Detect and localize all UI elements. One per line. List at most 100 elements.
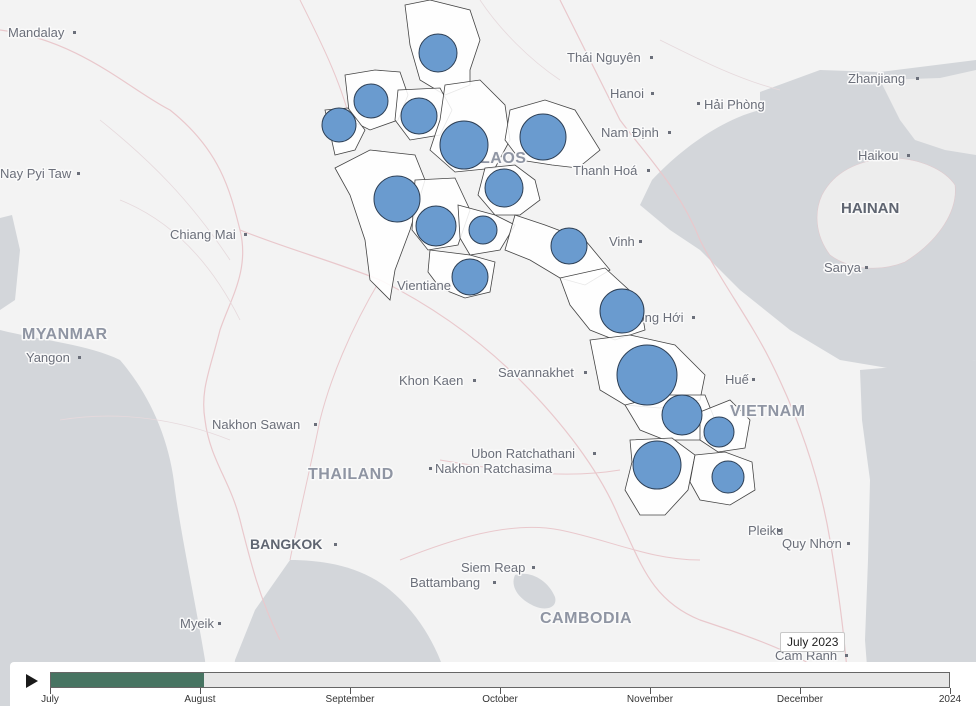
place-label: Yangon xyxy=(26,350,70,365)
bubble-sekong[interactable] xyxy=(703,416,735,448)
timeline-tick-label[interactable]: July xyxy=(41,694,59,705)
place-dot xyxy=(493,581,496,584)
place-label: Myeik xyxy=(180,616,214,631)
timeline-progress xyxy=(51,673,204,687)
place-dot xyxy=(314,423,317,426)
bubble-khammouane[interactable] xyxy=(599,288,645,334)
place-label: Huế xyxy=(725,372,750,387)
place-label: Thái Nguyên xyxy=(567,50,641,65)
place-dot xyxy=(334,543,337,546)
timeline-track[interactable] xyxy=(50,672,950,688)
place-dot xyxy=(78,356,81,359)
place-label: Vinh xyxy=(609,234,635,249)
timeline-tick xyxy=(200,688,201,694)
place-label: Ubon Ratchathani xyxy=(471,446,575,461)
sea-areas xyxy=(0,60,976,706)
place-label: Quy Nhơn xyxy=(782,536,842,551)
place-label: Savannakhet xyxy=(498,365,574,380)
place-label: Khon Kaen xyxy=(399,373,463,388)
country-label: LAOS xyxy=(480,150,526,167)
current-date-label: July 2023 xyxy=(780,632,846,652)
place-dot xyxy=(244,233,247,236)
bubble-vientiane[interactable] xyxy=(415,205,457,247)
south-china-sea xyxy=(860,360,976,706)
place-dot xyxy=(532,566,535,569)
bubble-attapeu[interactable] xyxy=(711,460,745,494)
timeline-tick-label[interactable]: September xyxy=(325,694,375,705)
bubble-phongsaly[interactable] xyxy=(418,33,458,73)
place-dot xyxy=(584,371,587,374)
country-label: HAINAN xyxy=(841,200,899,217)
place-label: Zhanjiang xyxy=(848,71,905,86)
play-button[interactable] xyxy=(20,670,42,692)
bubble-oudomxay[interactable] xyxy=(400,97,438,135)
place-label: Pleiku xyxy=(748,523,783,538)
place-dot xyxy=(778,529,781,532)
place-label: Mandalay xyxy=(8,25,65,40)
place-dot xyxy=(845,654,848,657)
timeline-tick xyxy=(800,688,801,694)
timeline-tick xyxy=(500,688,501,694)
leizhou-peninsula xyxy=(880,70,976,155)
timeline-tick-label[interactable]: October xyxy=(482,694,518,705)
bubble-savannakhet[interactable] xyxy=(616,344,678,406)
bubble-vientiane-capital[interactable] xyxy=(451,258,489,296)
place-label: Nam Định xyxy=(601,125,659,140)
place-dot xyxy=(697,102,700,105)
place-dot xyxy=(907,154,910,157)
country-label: VIETNAM xyxy=(730,403,806,420)
place-dot xyxy=(651,92,654,95)
place-label: Battambang xyxy=(410,575,480,590)
bubbles[interactable] xyxy=(321,33,745,494)
timeline-tick xyxy=(50,688,51,694)
place-dot xyxy=(847,542,850,545)
place-label: BANGKOK xyxy=(250,536,322,552)
timeline-tick-label[interactable]: August xyxy=(184,694,216,705)
timeline-tick-label[interactable]: 2024 xyxy=(938,694,962,705)
bubble-xaisomboun[interactable] xyxy=(468,215,498,245)
bubble-sayabouly[interactable] xyxy=(373,175,421,223)
place-label: Haikou xyxy=(858,148,898,163)
place-label: Siem Reap xyxy=(461,560,525,575)
bubble-bolikhamxay[interactable] xyxy=(550,227,588,265)
andaman-sea xyxy=(0,330,208,706)
bubble-luang-prabang[interactable] xyxy=(439,120,489,170)
place-dot xyxy=(73,31,76,34)
laos-provinces xyxy=(324,0,756,516)
bubble-xiengkhouang[interactable] xyxy=(484,168,524,208)
place-label: Sanya xyxy=(824,260,862,275)
place-dot xyxy=(77,172,80,175)
place-dot xyxy=(593,452,596,455)
place-label: Hanoi xyxy=(610,86,644,101)
place-dot xyxy=(668,131,671,134)
place-dot xyxy=(916,77,919,80)
place-dot xyxy=(865,266,868,269)
bay-of-bengal-north xyxy=(0,215,20,310)
play-icon xyxy=(26,674,38,688)
bubble-luang-namtha[interactable] xyxy=(353,83,389,119)
place-label: Vientiane xyxy=(397,278,451,293)
bubble-bokeo[interactable] xyxy=(321,107,357,143)
gulf-of-tonkin xyxy=(640,60,976,370)
roads-and-borders xyxy=(0,0,871,706)
place-dot xyxy=(639,240,642,243)
place-dot xyxy=(752,378,755,381)
timeline-tick-label[interactable]: December xyxy=(776,694,824,705)
country-label: CAMBODIA xyxy=(540,610,632,627)
bubble-salavan[interactable] xyxy=(661,394,703,436)
place-label: Hải Phòng xyxy=(704,97,765,112)
place-label: Chiang Mai xyxy=(170,227,236,242)
timeline-controls: July August September October November Decemb… xyxy=(10,662,976,706)
timeline-tick xyxy=(650,688,651,694)
timeline-tick-label[interactable]: November xyxy=(626,694,674,705)
place-dot xyxy=(218,622,221,625)
place-label: Nakhon Ratchasima xyxy=(435,461,553,476)
country-label: THAILAND xyxy=(308,466,394,483)
country-label: MYANMAR xyxy=(22,326,108,343)
place-dot xyxy=(429,467,432,470)
timeline-tick xyxy=(350,688,351,694)
bubble-houaphanh[interactable] xyxy=(519,113,567,161)
place-label: Thanh Hoá xyxy=(573,163,638,178)
bubble-champasak[interactable] xyxy=(632,440,682,490)
